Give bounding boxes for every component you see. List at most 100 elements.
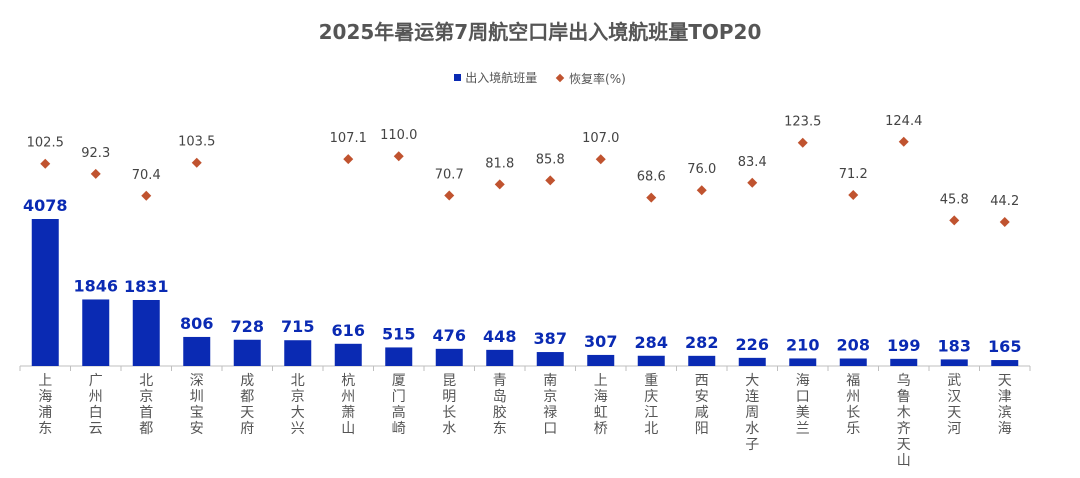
bar-value-label: 616 bbox=[332, 321, 365, 340]
category-label-char: 深 bbox=[190, 373, 204, 389]
bar bbox=[738, 357, 766, 366]
bar-value-label: 1846 bbox=[73, 276, 118, 295]
recovery-value-label: 102.5 bbox=[27, 136, 64, 151]
category-label-char: 大 bbox=[745, 373, 759, 389]
bar bbox=[940, 359, 968, 366]
bar-value-label: 448 bbox=[483, 327, 516, 346]
category-label-char: 上 bbox=[594, 373, 608, 389]
recovery-value-label: 107.1 bbox=[330, 131, 367, 146]
category-label-char: 重 bbox=[644, 373, 658, 389]
recovery-value-label: 70.7 bbox=[435, 168, 464, 183]
bar-value-label: 1831 bbox=[124, 277, 169, 296]
bar-value-label: 208 bbox=[837, 336, 870, 355]
bar bbox=[334, 343, 362, 366]
bar-value-label: 183 bbox=[938, 336, 971, 355]
category-label-char: 河 bbox=[947, 421, 961, 437]
recovery-marker bbox=[999, 217, 1010, 227]
bar bbox=[132, 299, 160, 366]
recovery-marker bbox=[595, 154, 606, 165]
category-label-char: 庆 bbox=[644, 389, 658, 405]
bar bbox=[486, 349, 514, 366]
bar bbox=[637, 355, 665, 366]
category-label-char: 京 bbox=[139, 389, 153, 405]
recovery-marker bbox=[141, 190, 152, 201]
recovery-marker bbox=[696, 185, 707, 196]
category-label-char: 乌 bbox=[897, 373, 911, 389]
category-label-char: 齐 bbox=[897, 421, 911, 437]
recovery-marker bbox=[343, 154, 354, 165]
recovery-marker bbox=[545, 175, 556, 186]
category-label-char: 长 bbox=[442, 405, 456, 421]
bar bbox=[31, 219, 59, 366]
bar bbox=[789, 358, 817, 366]
recovery-marker bbox=[646, 192, 657, 203]
recovery-value-label: 123.5 bbox=[784, 115, 821, 130]
category-label-char: 崎 bbox=[392, 421, 406, 437]
bar-value-label: 210 bbox=[786, 335, 819, 354]
category-label-char: 宝 bbox=[190, 405, 204, 421]
category-label-char: 武 bbox=[947, 373, 961, 389]
category-label-char: 乐 bbox=[846, 421, 860, 437]
recovery-value-label: 124.4 bbox=[885, 114, 922, 129]
bar-value-label: 226 bbox=[736, 335, 769, 354]
category-label-char: 北 bbox=[139, 373, 153, 389]
category-label-char: 木 bbox=[897, 405, 911, 421]
recovery-value-label: 68.6 bbox=[637, 170, 666, 185]
recovery-marker bbox=[797, 137, 808, 148]
recovery-marker bbox=[444, 190, 455, 201]
recovery-value-label: 107.0 bbox=[582, 131, 619, 146]
bar bbox=[233, 339, 261, 366]
category-label-char: 天 bbox=[998, 373, 1012, 389]
category-label-char: 福 bbox=[846, 373, 860, 389]
bar-value-label: 199 bbox=[887, 336, 920, 355]
category-label-char: 兴 bbox=[291, 421, 305, 437]
category-label-char: 州 bbox=[341, 389, 355, 405]
bar-value-label: 476 bbox=[433, 326, 466, 345]
category-label-char: 咸 bbox=[695, 405, 709, 421]
bar bbox=[991, 360, 1019, 366]
category-label-char: 山 bbox=[897, 453, 911, 469]
category-label-char: 圳 bbox=[190, 389, 204, 405]
category-label-char: 北 bbox=[644, 421, 658, 437]
bar bbox=[435, 348, 463, 366]
category-label-char: 高 bbox=[392, 404, 406, 421]
bar-value-label: 728 bbox=[231, 317, 264, 336]
category-label-char: 鲁 bbox=[897, 389, 911, 405]
recovery-value-label: 85.8 bbox=[536, 152, 565, 167]
category-label-char: 广 bbox=[89, 373, 103, 389]
recovery-marker bbox=[40, 158, 51, 169]
category-label-char: 昆 bbox=[442, 373, 456, 389]
bar-value-label: 165 bbox=[988, 337, 1021, 356]
category-label-char: 海 bbox=[998, 421, 1012, 437]
category-label-char: 水 bbox=[442, 421, 456, 437]
legend-item-flights: 出入境航班量 bbox=[454, 69, 537, 86]
category-label-char: 禄 bbox=[543, 405, 557, 421]
category-label-char: 津 bbox=[998, 389, 1012, 405]
category-label-char: 江 bbox=[644, 405, 658, 421]
category-label-char: 都 bbox=[139, 421, 153, 437]
category-label-char: 虹 bbox=[594, 405, 608, 421]
bar bbox=[839, 358, 867, 366]
category-label-char: 山 bbox=[341, 421, 355, 437]
category-label-char: 滨 bbox=[998, 405, 1012, 421]
category-label-char: 水 bbox=[745, 421, 759, 437]
category-label-char: 口 bbox=[543, 421, 557, 437]
category-label-char: 岛 bbox=[493, 389, 507, 405]
category-label-char: 安 bbox=[190, 421, 204, 437]
category-label-char: 京 bbox=[291, 389, 305, 405]
category-label-char: 白 bbox=[89, 405, 103, 421]
bar-value-label: 515 bbox=[382, 324, 415, 343]
recovery-marker bbox=[494, 179, 505, 190]
legend-label-recovery: 恢复率(%) bbox=[569, 71, 626, 86]
category-label-char: 首 bbox=[139, 405, 153, 421]
bar-value-label: 284 bbox=[635, 333, 668, 352]
category-label-char: 上 bbox=[38, 373, 52, 389]
bar-value-label: 307 bbox=[584, 332, 617, 351]
category-label-char: 杭 bbox=[341, 373, 355, 389]
category-label-char: 明 bbox=[442, 389, 456, 405]
recovery-value-label: 83.4 bbox=[738, 155, 767, 170]
category-label-char: 长 bbox=[846, 405, 860, 421]
category-label-char: 口 bbox=[796, 389, 810, 405]
category-label-char: 大 bbox=[291, 405, 305, 421]
